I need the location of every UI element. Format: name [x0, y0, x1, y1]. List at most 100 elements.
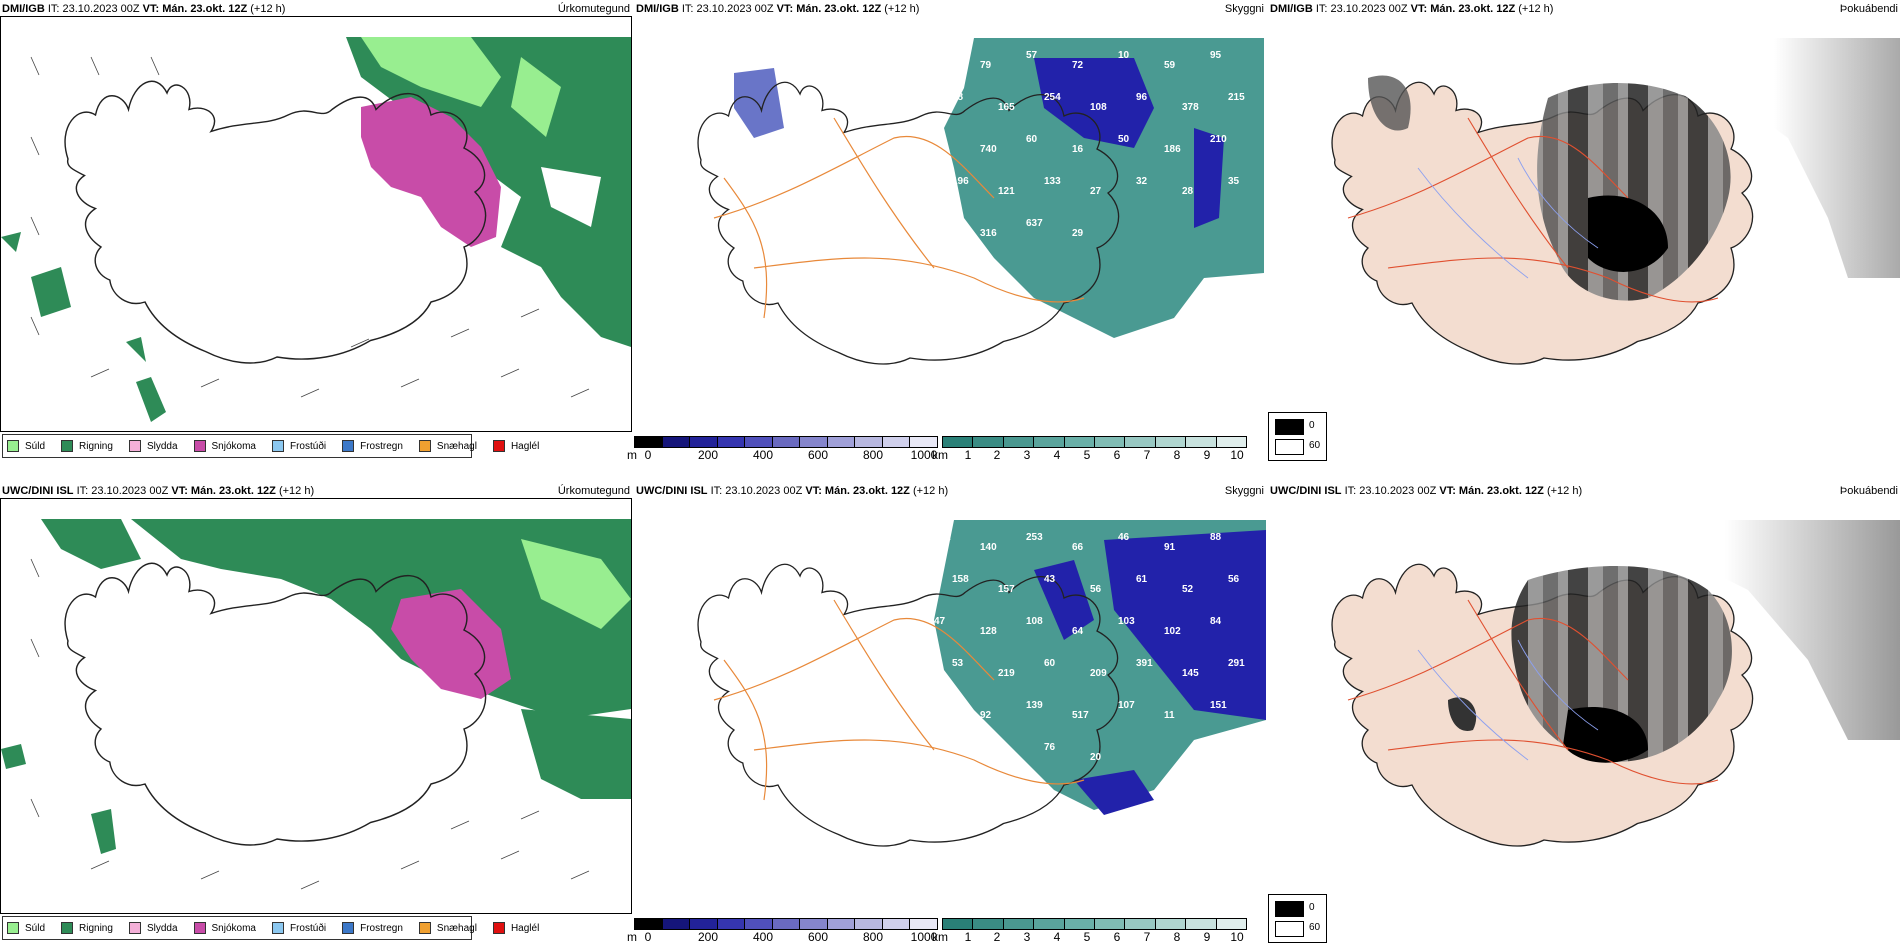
visibility-value-label: 10 [1118, 50, 1130, 61]
colorbar-cell [855, 919, 883, 929]
visibility-value-label: 96 [1136, 92, 1148, 103]
legend-swatch [7, 922, 19, 934]
visibility-value-label: 35 [1228, 176, 1240, 187]
colorbar-row [942, 436, 1247, 448]
legend-swatch [193, 440, 206, 452]
visibility-value-label: 517 [1072, 710, 1089, 721]
fog-map [1268, 500, 1900, 910]
panel-name: Þokuábendi [1839, 3, 1898, 15]
legend-swatch [492, 922, 505, 934]
colorbar-cell [973, 437, 1004, 447]
visibility-value-label: 15 [952, 742, 964, 753]
panel-name: Skyggni [1224, 3, 1264, 15]
colorbar-cell [1216, 919, 1247, 929]
legend-item: Snæhagl [418, 922, 477, 934]
visibility-value-label: 391 [1136, 658, 1153, 669]
panel-title: DMI/IGB IT: 23.10.2023 00Z VT: Mán. 23.o… [2, 3, 286, 15]
fog-legend-light-swatch [1275, 439, 1304, 455]
colorbar-cell [635, 919, 663, 929]
colorbar-cell [882, 919, 911, 929]
legend-item: Súld [7, 922, 45, 934]
visibility-value-label: 107 [1118, 700, 1135, 711]
visibility-value-label: 46 [1118, 532, 1130, 543]
legend-swatch [342, 440, 355, 452]
visibility-value-label: 139 [1026, 700, 1043, 711]
visibility-value-label: 56 [1090, 584, 1102, 595]
colorbar-cell [1216, 437, 1247, 447]
legend-item: Snjókoma [193, 922, 256, 934]
panel-title: DMI/IGB IT: 23.10.2023 00Z VT: Mán. 23.o… [636, 3, 920, 15]
panel-title: UWC/DINI ISL IT: 23.10.2023 00Z VT: Mán.… [636, 485, 949, 497]
colorbar-cell [1034, 437, 1065, 447]
visibility-value-label: 53 [952, 658, 964, 669]
legend-swatch [61, 922, 74, 934]
legend-item: Snjókoma [193, 440, 256, 452]
visibility-value-label: 61 [1136, 574, 1148, 585]
visibility-value-label: 378 [1182, 102, 1199, 113]
visibility-value-label: 253 [1026, 532, 1043, 543]
legend-item: Slydda [128, 922, 178, 934]
visibility-value-label: 66 [1072, 542, 1084, 553]
colorbar-cell [717, 919, 746, 929]
visibility-value-label: 43 [1044, 574, 1056, 585]
precip-panel-row1: DMI/IGB IT: 23.10.2023 00Z VT: Mán. 23.o… [0, 0, 632, 470]
colorbar-cell [662, 919, 691, 929]
visibility-value-label: 91 [1164, 542, 1176, 553]
visibility-value-label: 103 [1118, 616, 1135, 627]
colorbar-cell [882, 437, 911, 447]
visibility-panel-row2: UWC/DINI ISL IT: 23.10.2023 00Z VT: Mán.… [627, 482, 1266, 950]
colorbar-cell [1064, 437, 1096, 447]
fog-legend: 0 60 [1268, 412, 1327, 461]
fog-legend-light-swatch [1275, 921, 1304, 937]
colorbar-cell [1095, 919, 1126, 929]
fog-legend: 0 60 [1268, 894, 1327, 943]
colorbar-cell [1125, 437, 1156, 447]
precip-map [0, 498, 632, 914]
visibility-value-label: 28 [1182, 186, 1194, 197]
panel-name: Úrkomutegund [557, 3, 630, 15]
visibility-value-label: 56 [1228, 574, 1240, 585]
visibility-value-label: 210 [1210, 134, 1227, 145]
visibility-value-label: 60 [1044, 658, 1056, 669]
colorbar-km: km 1 2 3 4 5 6 7 8 9 10 [932, 436, 1247, 462]
visibility-value-label: 151 [1210, 700, 1227, 711]
visibility-value-label: 186 [1164, 144, 1181, 155]
colorbar-cell [690, 437, 718, 447]
fog-legend-dark-swatch [1275, 419, 1304, 435]
legend-swatch [128, 440, 141, 452]
visibility-value-label: 128 [980, 626, 997, 637]
visibility-value-label: 20 [1090, 752, 1102, 763]
visibility-value-label: 254 [1044, 92, 1061, 103]
panel-name: Þokuábendi [1839, 485, 1898, 497]
colorbar-cell [800, 437, 828, 447]
legend-swatch [271, 922, 284, 934]
visibility-value-label: 108 [1026, 616, 1043, 627]
visibility-value-label: 95 [1210, 50, 1222, 61]
precip-legend: Súld Rigning Slydda Snjókoma Frostúði Fr… [2, 434, 539, 458]
visibility-value-label: 29 [1072, 228, 1084, 239]
colorbar-meters: m 0 200 400 600 800 1000 [627, 436, 938, 462]
visibility-value-label: 47 [934, 616, 946, 627]
colorbar-labels: m 0 200 400 600 800 1000 [627, 448, 938, 462]
colorbar-cell [1125, 919, 1156, 929]
colorbar-cell [1186, 437, 1217, 447]
visibility-value-label: 11 [1164, 710, 1175, 721]
colorbar-cell [943, 437, 974, 447]
colorbar-cell [973, 919, 1004, 929]
visibility-value-label: 72 [1072, 60, 1084, 71]
visibility-value-label: 92 [980, 710, 992, 721]
colorbar-meters: m 0 200 400 600 800 1000 [627, 918, 938, 944]
legend-swatch [61, 440, 74, 452]
colorbar-cell [1064, 919, 1096, 929]
visibility-value-label: 108 [1090, 102, 1107, 113]
visibility-value-label: 10 [934, 134, 946, 145]
visibility-panel-row1: DMI/IGB IT: 23.10.2023 00Z VT: Mán. 23.o… [627, 0, 1266, 470]
legend-swatch [128, 922, 141, 934]
colorbar-cell [772, 437, 801, 447]
visibility-value-label: 140 [980, 542, 997, 553]
visibility-value-label: 291 [1228, 658, 1245, 669]
colorbar-row [634, 918, 938, 930]
colorbar-labels: km 1 2 3 4 5 6 7 8 9 10 [932, 448, 1244, 462]
legend-swatch [418, 922, 431, 934]
colorbar-cell [635, 437, 663, 447]
